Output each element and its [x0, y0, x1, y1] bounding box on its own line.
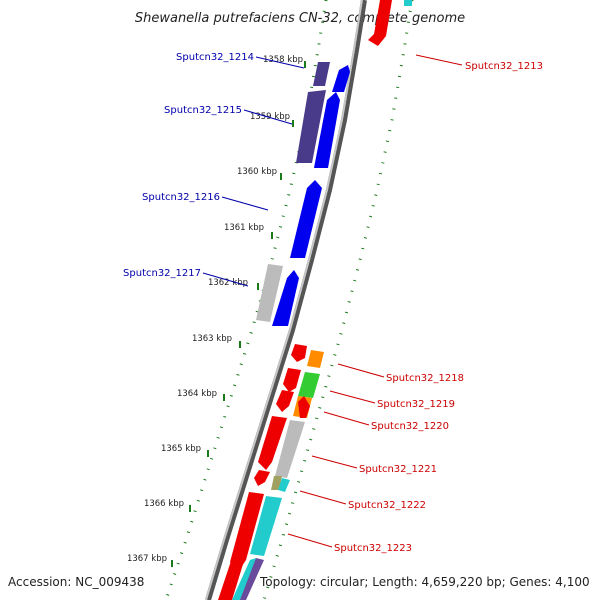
- gene-feature[interactable]: [313, 62, 330, 86]
- gene-feature[interactable]: [291, 344, 307, 362]
- gene-feature[interactable]: [283, 368, 301, 392]
- gene-feature[interactable]: [275, 420, 305, 478]
- kbp-label: 1358 kbp: [263, 55, 303, 65]
- gene-feature[interactable]: [332, 65, 350, 92]
- gene-label[interactable]: Sputcn32_1223: [334, 543, 412, 554]
- gene-label[interactable]: Sputcn32_1214: [176, 52, 254, 63]
- gene-label[interactable]: Sputcn32_1220: [371, 421, 449, 432]
- gene-feature[interactable]: [290, 180, 322, 258]
- gene-label[interactable]: Sputcn32_1218: [386, 373, 464, 384]
- gene-features[interactable]: [218, 0, 412, 600]
- kbp-label: 1363 kbp: [192, 334, 232, 344]
- gene-label[interactable]: Sputcn32_1221: [359, 464, 437, 475]
- gene-feature[interactable]: [296, 90, 326, 163]
- topology-label: Topology: circular; Length: 4,659,220 bp…: [260, 575, 590, 589]
- kbp-label: 1365 kbp: [161, 444, 201, 454]
- genome-backbone-highlight: [205, 0, 363, 600]
- accession-label: Accession: NC_009438: [8, 575, 145, 589]
- gene-feature[interactable]: [404, 0, 412, 6]
- gene-label[interactable]: Sputcn32_1215: [164, 105, 242, 116]
- gene-feature[interactable]: [256, 264, 283, 322]
- gene-label[interactable]: Sputcn32_1219: [377, 399, 455, 410]
- gene-label[interactable]: Sputcn32_1217: [123, 268, 201, 279]
- gene-feature[interactable]: [272, 270, 299, 326]
- gene-feature[interactable]: [307, 350, 324, 368]
- gene-label[interactable]: Sputcn32_1222: [348, 500, 426, 511]
- gene-feature[interactable]: [250, 496, 282, 556]
- gene-feature[interactable]: [298, 396, 310, 418]
- gene-feature[interactable]: [254, 470, 270, 486]
- kbp-label: 1359 kbp: [250, 112, 290, 122]
- kbp-label: 1366 kbp: [144, 499, 184, 509]
- gene-feature[interactable]: [298, 372, 320, 398]
- gene-labels: Sputcn32_1213 Sputcn32_1214 Sputcn32_121…: [123, 52, 543, 554]
- kbp-label: 1362 kbp: [208, 278, 248, 288]
- gene-feature[interactable]: [276, 390, 294, 412]
- gene-feature[interactable]: [278, 478, 290, 492]
- gene-feature[interactable]: [232, 558, 256, 600]
- kbp-label: 1360 kbp: [237, 167, 277, 177]
- gene-label[interactable]: Sputcn32_1216: [142, 192, 220, 203]
- gene-label[interactable]: Sputcn32_1213: [465, 61, 543, 72]
- gene-feature[interactable]: [314, 92, 340, 168]
- label-leaders: [202, 54, 463, 548]
- kbp-labels: 1358 kbp 1359 kbp 1360 kbp 1361 kbp 1362…: [127, 55, 303, 564]
- major-ticks: [171, 61, 306, 567]
- gene-feature[interactable]: [368, 0, 392, 46]
- genome-backbone: [205, 0, 367, 600]
- kbp-label: 1364 kbp: [177, 389, 217, 399]
- gene-feature[interactable]: [258, 416, 287, 470]
- gene-feature[interactable]: [218, 546, 248, 600]
- kbp-label: 1367 kbp: [127, 554, 167, 564]
- map-title: Shewanella putrefaciens CN-32, complete …: [135, 11, 465, 26]
- kbp-label: 1361 kbp: [224, 223, 264, 233]
